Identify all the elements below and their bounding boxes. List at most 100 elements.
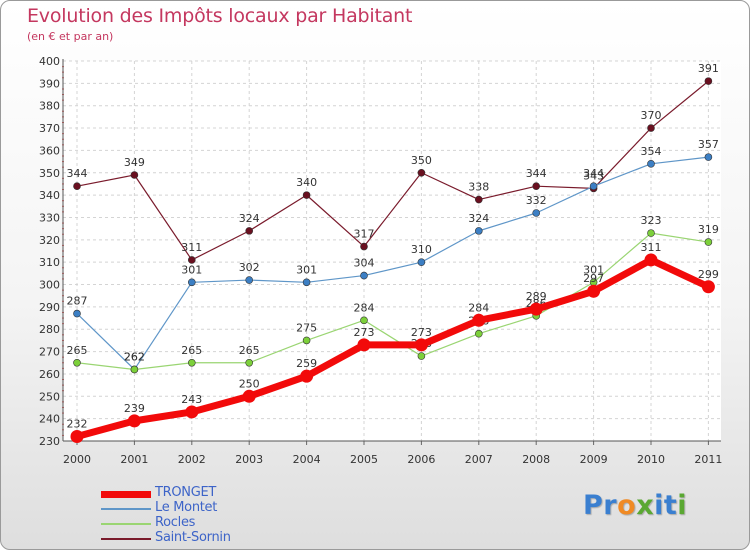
data-point <box>529 302 543 316</box>
data-label: 344 <box>67 167 88 180</box>
y-tick-label: 310 <box>39 256 60 269</box>
y-tick-label: 390 <box>39 77 60 90</box>
x-tick-label: 2006 <box>407 453 435 466</box>
data-point <box>360 271 368 280</box>
legend-label: Le Montet <box>155 500 218 515</box>
data-label: 304 <box>354 257 375 270</box>
y-tick-label: 250 <box>39 390 60 403</box>
data-label: 317 <box>354 228 375 241</box>
data-label: 354 <box>641 145 662 158</box>
y-tick-label: 300 <box>39 279 60 292</box>
data-point <box>587 284 601 298</box>
data-label: 302 <box>239 261 260 274</box>
series-tronget: 232 239 243 250 259 273 273 284 289 297 311 299 <box>67 241 719 444</box>
data-point <box>589 182 598 190</box>
data-label: 243 <box>181 393 202 406</box>
x-tick-label: 2011 <box>694 453 722 466</box>
data-point <box>417 168 426 177</box>
data-point <box>472 313 486 327</box>
data-point <box>474 329 483 338</box>
logo-letter: i <box>654 490 664 521</box>
data-point <box>417 258 426 266</box>
data-point <box>70 430 84 444</box>
data-point <box>647 229 655 237</box>
legend-swatch <box>101 523 151 525</box>
data-label: 301 <box>583 263 604 276</box>
data-point <box>245 358 253 367</box>
y-tick-label: 280 <box>39 323 60 336</box>
legend-label: TRONGET <box>155 485 217 500</box>
legend-label: Saint-Sornin <box>155 530 231 545</box>
data-point <box>302 278 311 287</box>
data-point <box>647 124 655 132</box>
data-label: 324 <box>468 212 489 225</box>
series-line-tronget <box>76 256 710 440</box>
data-label: 311 <box>181 241 202 254</box>
data-point <box>417 352 426 360</box>
y-tick-label: 350 <box>39 167 60 180</box>
data-label: 370 <box>641 109 662 122</box>
data-label: 324 <box>239 212 260 225</box>
data-label: 301 <box>181 263 202 276</box>
data-label: 273 <box>354 326 375 339</box>
data-point <box>474 195 483 204</box>
data-label: 275 <box>296 321 317 334</box>
logo-letter: t <box>663 490 678 521</box>
data-label: 301 <box>296 263 317 276</box>
data-point <box>242 389 256 403</box>
series-line-saint-sornin <box>76 80 709 261</box>
logo-letter: o <box>617 490 637 521</box>
y-tick-label: 290 <box>39 301 60 314</box>
data-label: 273 <box>411 326 432 339</box>
x-tick-label: 2010 <box>637 453 665 466</box>
legend-swatch <box>101 538 151 540</box>
x-tick-label: 2009 <box>580 453 608 466</box>
data-point <box>647 160 655 168</box>
proxiti-logo: Proxiti <box>583 490 687 521</box>
data-point <box>701 280 715 294</box>
data-label: 349 <box>124 156 145 169</box>
series-le-montet: 287 262 301 302 301 304 310 324 332 344 354 357 <box>67 138 719 374</box>
chart-subtitle: (en € et par an) <box>27 30 114 43</box>
data-label: 262 <box>124 350 145 363</box>
data-label: 319 <box>698 223 719 236</box>
data-label: 265 <box>67 344 88 357</box>
data-label: 284 <box>468 301 489 314</box>
data-label: 350 <box>411 154 432 167</box>
data-point <box>73 182 81 190</box>
x-tick-label: 2007 <box>465 453 493 466</box>
data-point <box>130 365 139 374</box>
logo-letter: r <box>603 490 618 521</box>
data-point <box>414 338 428 352</box>
data-point <box>188 358 196 367</box>
x-tick-label: 2008 <box>522 453 550 466</box>
series-line-rocles <box>76 232 709 371</box>
data-point <box>704 153 713 161</box>
data-label: 287 <box>67 295 88 308</box>
x-tick-label: 2005 <box>350 453 378 466</box>
data-label: 311 <box>641 241 662 254</box>
chart-title: Evolution des Impôts locaux par Habitant <box>27 5 413 27</box>
data-label: 299 <box>698 268 719 281</box>
legend-label: Rocles <box>155 515 196 530</box>
data-point <box>360 242 368 251</box>
data-label: 357 <box>698 138 719 151</box>
data-point <box>300 369 314 383</box>
data-point <box>73 358 81 367</box>
data-label: 239 <box>124 402 145 415</box>
data-label: 284 <box>354 301 375 314</box>
y-tick-label: 400 <box>39 55 60 68</box>
data-label: 265 <box>239 344 260 357</box>
y-tick-label: 270 <box>39 346 60 359</box>
data-label: 338 <box>468 181 489 194</box>
data-point <box>644 253 658 267</box>
data-point <box>532 209 541 217</box>
data-point <box>245 227 253 235</box>
y-tick-label: 240 <box>39 413 60 426</box>
data-point <box>130 171 139 179</box>
logo-letter: i <box>677 490 688 521</box>
data-point <box>704 238 713 246</box>
data-label: 340 <box>296 176 317 189</box>
